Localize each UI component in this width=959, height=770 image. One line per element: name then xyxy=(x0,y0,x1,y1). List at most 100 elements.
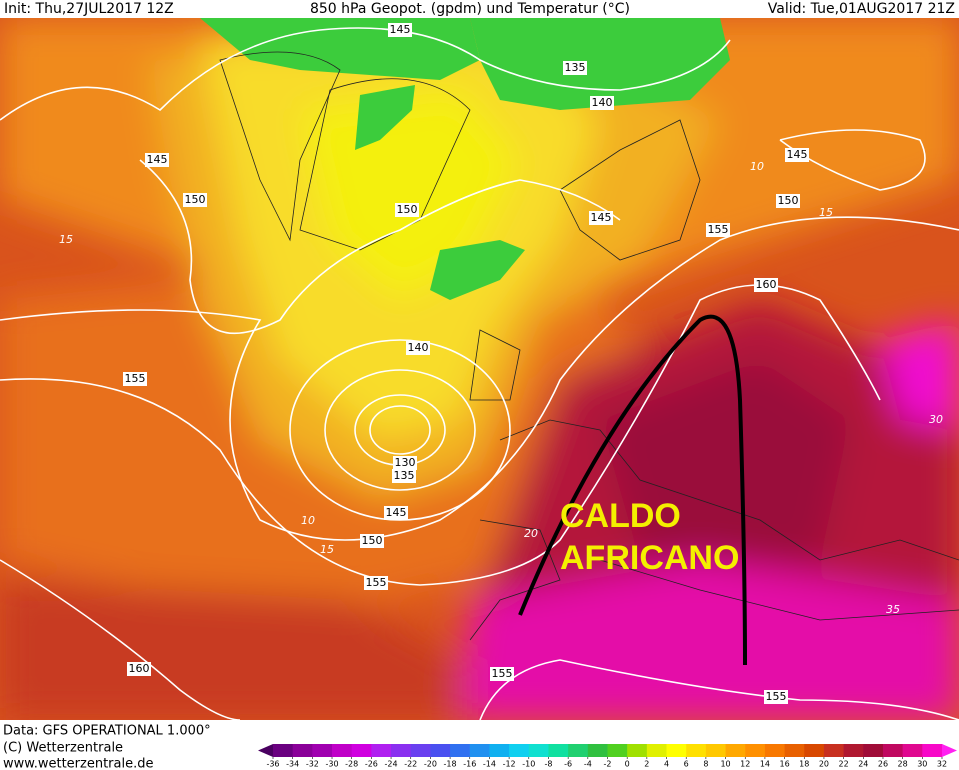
label-box xyxy=(785,148,809,162)
colorbar-segment xyxy=(528,744,549,757)
colorbar-tick-label: -34 xyxy=(286,760,299,769)
colorbar-tick-label: -2 xyxy=(604,760,612,769)
colorbar-segment xyxy=(509,744,530,757)
temperature-label: 35 xyxy=(886,603,900,616)
temperature-label: 15 xyxy=(819,206,833,219)
url: www.wetterzentrale.de xyxy=(3,757,153,770)
colorbar-tick-label: 18 xyxy=(799,760,809,769)
map-title: 850 hPa Geopot. (gpdm) und Temperatur (°… xyxy=(310,1,630,17)
colorbar-segment xyxy=(410,744,431,757)
label-box xyxy=(388,23,412,37)
geopotential-label: 150 xyxy=(185,193,206,206)
colorbar-segment xyxy=(312,744,333,757)
colorbar-segment xyxy=(450,744,471,757)
geopotential-label: 150 xyxy=(362,534,383,547)
colorbar-tick-label: -8 xyxy=(544,760,552,769)
colorbar-segment xyxy=(548,744,569,757)
geopotential-label: 150 xyxy=(397,203,418,216)
colorbar-segment xyxy=(902,744,923,757)
colorbar-tick-label: 16 xyxy=(779,760,789,769)
colorbar-tick-label: -18 xyxy=(444,760,457,769)
geopotential-label: 130 xyxy=(395,456,416,469)
colorbar-segment xyxy=(745,744,766,757)
colorbar-segment xyxy=(568,744,589,757)
colorbar-segment xyxy=(705,744,727,757)
colorbar-tick-label: -16 xyxy=(463,760,476,769)
geopotential-label: 155 xyxy=(125,372,146,385)
colorbar-segment xyxy=(922,744,943,757)
geopotential-label: 155 xyxy=(492,667,513,680)
geopotential-label: 140 xyxy=(408,341,429,354)
colorbar-segment xyxy=(764,744,786,757)
colorbar-segment xyxy=(882,744,904,757)
colorbar-tick-label: -10 xyxy=(522,760,535,769)
colorbar-tick-label: -14 xyxy=(483,760,496,769)
geopotential-label: 160 xyxy=(756,278,777,291)
colorbar-segment xyxy=(489,744,510,757)
colorbar-arrow xyxy=(258,744,273,757)
label-box xyxy=(145,153,169,167)
colorbar-segment xyxy=(371,744,392,757)
colorbar-segment xyxy=(469,744,490,757)
colorbar-segment xyxy=(686,744,707,757)
temperature-label: 30 xyxy=(929,413,943,426)
colorbar-tick-label: 10 xyxy=(720,760,730,769)
temperature-label: 15 xyxy=(59,233,73,246)
label-box xyxy=(127,662,151,676)
colorbar-segment xyxy=(332,744,353,757)
colorbar-segment xyxy=(587,744,608,757)
label-box xyxy=(490,667,514,681)
geopotential-label: 140 xyxy=(592,96,613,109)
colorbar-tick-label: 14 xyxy=(760,760,770,769)
colorbar-tick-label: -36 xyxy=(266,760,279,769)
colorbar-tick-label: 20 xyxy=(819,760,829,769)
colorbar-tick-label: -12 xyxy=(503,760,516,769)
geopotential-label: 135 xyxy=(565,61,586,74)
label-box xyxy=(764,690,788,704)
temperature-label: 15 xyxy=(320,543,334,556)
colorbar-segment xyxy=(391,744,412,757)
colorbar-tick-label: 26 xyxy=(878,760,888,769)
colorbar-segment xyxy=(351,744,372,757)
colorbar-tick-label: -28 xyxy=(345,760,358,769)
colorbar-tick-label: -32 xyxy=(306,760,319,769)
label-box xyxy=(590,96,614,110)
label-box xyxy=(183,193,207,207)
header-bar xyxy=(0,0,959,18)
data-source: Data: GFS OPERATIONAL 1.000° xyxy=(3,724,211,739)
temperature-label: 10 xyxy=(301,514,315,527)
geopotential-label: 135 xyxy=(394,469,415,482)
geopotential-label: 155 xyxy=(766,690,787,703)
colorbar-tick-label: -6 xyxy=(564,760,572,769)
colorbar-segment xyxy=(666,744,687,757)
colorbar-tick-label: 4 xyxy=(664,760,669,769)
colorbar-tick-label: 24 xyxy=(858,760,868,769)
label-box xyxy=(706,223,730,237)
label-box xyxy=(563,61,587,75)
geopotential-label: 150 xyxy=(778,194,799,207)
annotation: AFRICANO xyxy=(560,539,739,577)
label-box xyxy=(776,194,800,208)
colorbar-tick-label: 8 xyxy=(703,760,708,769)
geopotential-label: 145 xyxy=(390,23,411,36)
colorbar-segment xyxy=(627,744,648,757)
geopotential-label: 145 xyxy=(386,506,407,519)
colorbar-segment xyxy=(607,744,628,757)
temperature-label: 10 xyxy=(750,160,764,173)
label-box xyxy=(395,203,419,217)
geopotential-label: 160 xyxy=(129,662,150,675)
valid-time: Valid: Tue,01AUG2017 21Z xyxy=(768,1,955,17)
colorbar-tick-label: 22 xyxy=(839,760,849,769)
geopotential-label: 155 xyxy=(708,223,729,236)
label-box xyxy=(123,372,147,386)
geopotential-label: 155 xyxy=(366,576,387,589)
colorbar-segment xyxy=(646,744,668,757)
colorbar-segment xyxy=(863,744,884,757)
colorbar-segment xyxy=(292,744,313,757)
label-box xyxy=(754,278,778,292)
colorbar-segment xyxy=(430,744,451,757)
temperature-label: 20 xyxy=(524,527,538,540)
geopotential-label: 145 xyxy=(147,153,168,166)
arrow xyxy=(518,314,747,666)
label-box xyxy=(393,456,417,470)
